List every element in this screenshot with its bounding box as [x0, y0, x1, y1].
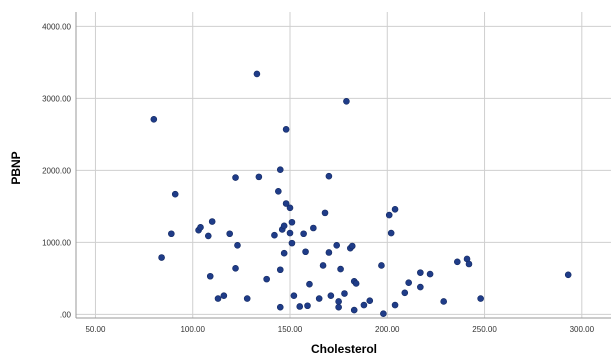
data-point [275, 187, 282, 195]
y-tick-label: 3000.00 [42, 94, 71, 103]
data-point [296, 303, 304, 310]
data-point [234, 241, 241, 249]
data-point [286, 229, 294, 237]
data-point [426, 270, 434, 278]
data-point [321, 209, 329, 217]
data-point [327, 292, 335, 299]
grid-lines [76, 12, 611, 318]
data-point [232, 174, 239, 181]
data-point [417, 269, 424, 276]
data-point [335, 303, 342, 311]
data-point [197, 223, 204, 231]
data-points [150, 70, 572, 317]
data-point [220, 292, 228, 299]
y-axis-title: PBNP [9, 151, 23, 184]
data-point [391, 205, 399, 213]
data-point [360, 301, 368, 309]
data-point [337, 265, 344, 273]
data-point [477, 295, 484, 302]
data-point [335, 298, 342, 305]
data-point [302, 248, 309, 256]
data-point [348, 242, 356, 250]
data-point [288, 239, 296, 247]
data-point [417, 283, 424, 291]
data-point [276, 166, 284, 173]
data-point [333, 241, 340, 249]
data-point [366, 297, 374, 305]
data-point [288, 218, 296, 226]
data-point [208, 218, 216, 225]
x-tick-label: 100.00 [180, 325, 205, 334]
data-point [352, 280, 360, 287]
data-point [564, 271, 572, 279]
data-point [271, 231, 278, 239]
x-tick-label: 150.00 [278, 325, 303, 334]
data-point [276, 303, 284, 311]
x-tick-label: 200.00 [375, 325, 400, 334]
x-axis-title: Cholesterol [311, 342, 377, 356]
data-point [290, 292, 298, 299]
x-tick-label: 250.00 [472, 325, 497, 334]
data-point [158, 254, 165, 261]
data-point [253, 70, 261, 78]
data-point [440, 298, 447, 305]
data-point [206, 272, 214, 280]
data-point [378, 262, 385, 269]
y-tick-label: 2000.00 [42, 166, 71, 175]
x-axis-ticks: 50.00 100.00 150.00 200.00 250.00 300.00 [85, 325, 594, 334]
data-point [315, 295, 323, 302]
data-point [280, 222, 288, 230]
data-point [391, 301, 399, 309]
x-tick-label: 300.00 [570, 325, 595, 334]
data-point [204, 232, 212, 240]
data-point [243, 295, 251, 302]
x-tick-label: 50.00 [85, 325, 106, 334]
data-point [300, 230, 307, 238]
data-point [214, 295, 222, 302]
data-point [401, 289, 409, 297]
data-point [350, 306, 358, 314]
data-point [341, 290, 348, 297]
data-point [171, 190, 179, 198]
data-point [310, 224, 317, 232]
data-point [380, 310, 387, 317]
data-point [232, 265, 239, 272]
data-point [255, 173, 263, 181]
data-point [325, 249, 333, 256]
data-point [306, 280, 313, 288]
data-point [387, 229, 395, 237]
data-point [465, 260, 473, 268]
data-point [276, 266, 284, 274]
data-point [150, 115, 158, 123]
data-point [325, 172, 333, 180]
data-point [304, 302, 311, 310]
y-axis-ticks: .00 1000.00 2000.00 3000.00 4000.00 [42, 22, 71, 319]
plot-frame [75, 12, 611, 319]
y-tick-label: 1000.00 [42, 238, 71, 247]
data-point [286, 204, 294, 212]
data-point [263, 275, 270, 283]
data-point [168, 230, 175, 238]
y-tick-label: 4000.00 [42, 22, 71, 31]
data-point [226, 230, 233, 238]
data-point [405, 279, 412, 287]
data-point [280, 249, 288, 257]
data-point [385, 211, 393, 219]
data-point [282, 200, 290, 207]
data-point [319, 262, 327, 269]
data-point [343, 97, 350, 105]
data-point [454, 258, 461, 266]
data-point [282, 126, 290, 133]
y-tick-label: .00 [60, 310, 72, 319]
